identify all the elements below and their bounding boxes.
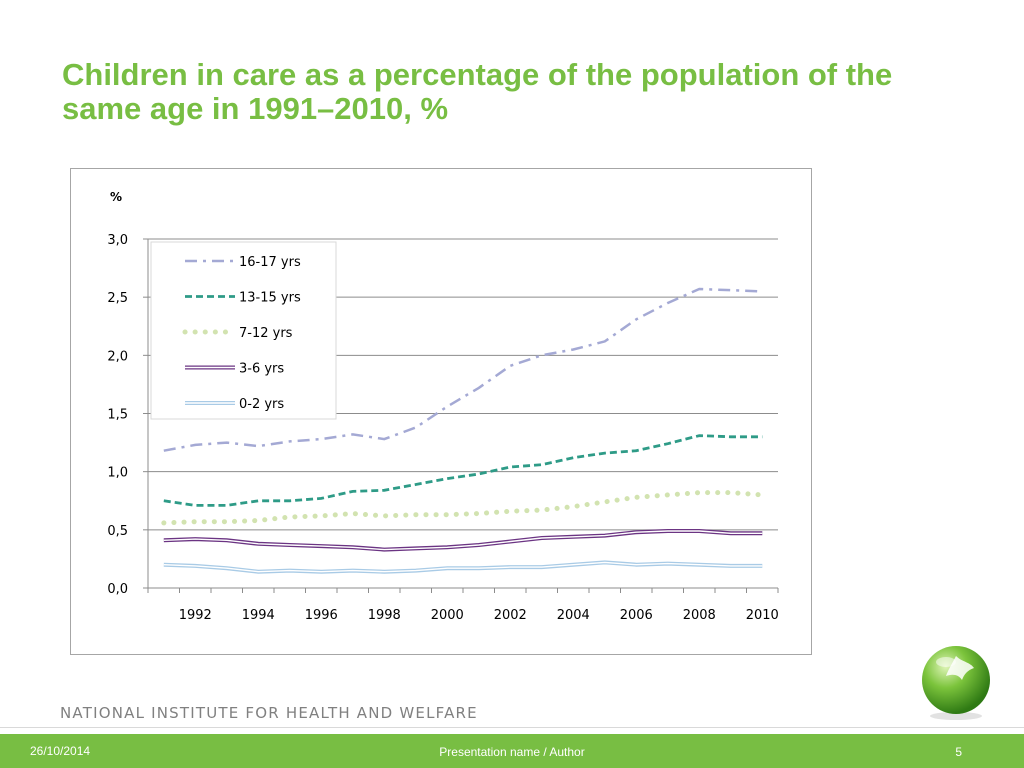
line-chart: 0,0 0,5 1,0 1,5 2,0 2,5 3,0% 1992 1994 1996 1998 20…	[107, 190, 779, 623]
footer-bar: 26/10/2014 Presentation name / Author 5	[0, 734, 1024, 768]
y-axis-label: %	[110, 190, 122, 204]
x-tick-label: 2000	[431, 608, 464, 623]
y-tick-label: 1,5	[107, 408, 128, 423]
legend-box	[150, 241, 337, 420]
legend-label-3-6-yrs: 3-6 yrs	[239, 362, 284, 377]
globe-logo-icon	[922, 646, 990, 720]
x-tick-label: 2002	[494, 608, 527, 623]
slide-title: Children in care as a percentage of the …	[62, 57, 893, 126]
series-line-16-17-yrs	[163, 287, 763, 452]
series-line-7-12-yrs	[161, 490, 765, 526]
series-line-inner-0-2-yrs	[163, 561, 763, 573]
footer-divider	[0, 727, 1024, 728]
footer-date: 26/10/2014	[30, 744, 91, 758]
page-number: 5	[955, 745, 962, 759]
x-tick-label: 2008	[683, 608, 716, 623]
series-line-13-15-yrs	[163, 434, 763, 507]
x-tick-label: 2006	[620, 608, 653, 623]
y-tick-label: 3,0	[107, 233, 128, 248]
institute-name: NATIONAL INSTITUTE FOR HEALTH AND WELFAR…	[60, 704, 478, 722]
y-tick-label: 2,5	[107, 291, 128, 306]
y-tick-label: 0,5	[107, 524, 128, 539]
x-tick-label: 1998	[368, 608, 401, 623]
y-tick-label: 2,0	[107, 349, 128, 364]
y-tick-label: 0,0	[107, 582, 128, 597]
x-tick-label: 2004	[557, 608, 590, 623]
footer-presentation-name: Presentation name / Author	[439, 745, 585, 759]
x-tick-label: 1996	[305, 608, 338, 623]
legend-label-7-12-yrs: 7-12 yrs	[239, 326, 293, 341]
legend-label-13-15-yrs: 13-15 yrs	[239, 291, 301, 306]
legend-label-16-17-yrs: 16-17 yrs	[239, 255, 301, 270]
x-tick-label: 1992	[179, 608, 212, 623]
x-tick-label: 2010	[746, 608, 779, 623]
y-tick-label: 1,0	[107, 466, 128, 481]
series-line-inner-3-6-yrs	[163, 530, 763, 551]
x-tick-label: 1994	[242, 608, 275, 623]
legend-label-0-2-yrs: 0-2 yrs	[239, 397, 284, 412]
